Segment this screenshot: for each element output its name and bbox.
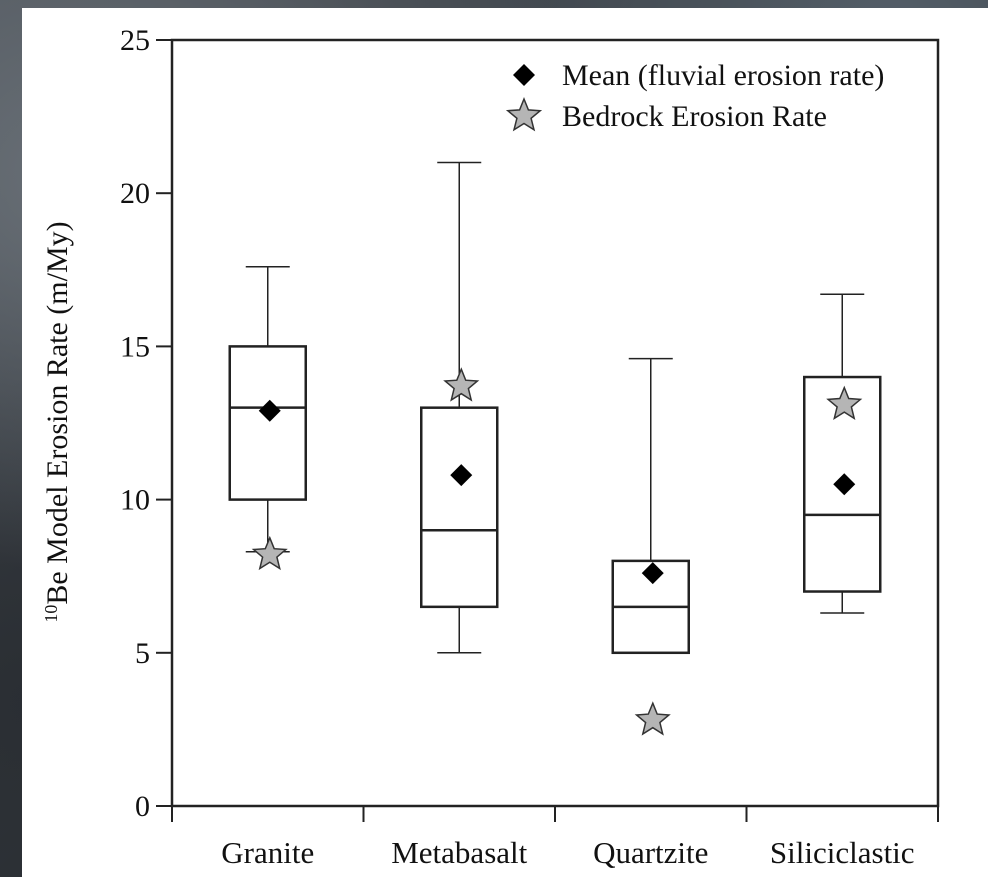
- y-tick-label: 0: [135, 790, 150, 823]
- box-iqr: [420, 406, 499, 609]
- x-tick-label: Siliciclastic: [770, 835, 915, 870]
- y-tick-label: 15: [120, 330, 150, 363]
- box-metabasalt: [420, 161, 499, 654]
- bedrock-star-marker: [826, 385, 863, 421]
- mean-marker: [450, 464, 473, 487]
- box-granite: [228, 265, 307, 553]
- x-tick-label: Granite: [221, 835, 314, 870]
- legend-diamond-icon: [513, 64, 535, 86]
- legend-label: Mean (fluvial erosion rate): [562, 59, 884, 92]
- legend-label: Bedrock Erosion Rate: [562, 100, 827, 133]
- x-tick-label: Quartzite: [593, 835, 708, 870]
- y-axis-label-superscript: 10: [41, 605, 61, 623]
- box-quartzite: [611, 357, 690, 655]
- bedrock-star-marker: [251, 535, 288, 571]
- bedrock-star-marker: [634, 701, 671, 736]
- y-tick-label: 25: [120, 24, 150, 57]
- bedrock-star-marker: [443, 367, 480, 402]
- box-siliciclastic: [803, 293, 882, 614]
- mean-marker: [258, 399, 281, 422]
- y-tick-label: 20: [120, 177, 150, 210]
- mean-marker: [833, 473, 856, 496]
- box-iqr: [228, 345, 307, 501]
- y-tick-label: 5: [135, 637, 150, 670]
- mean-marker: [641, 562, 664, 585]
- x-tick-label: Metabasalt: [391, 835, 527, 870]
- legend-star-icon: [505, 96, 543, 132]
- y-axis-label: 10Be Model Erosion Rate (m/My): [41, 221, 74, 622]
- y-axis-label-text: Be Model Erosion Rate (m/My): [41, 221, 74, 604]
- y-tick-label: 10: [120, 484, 150, 517]
